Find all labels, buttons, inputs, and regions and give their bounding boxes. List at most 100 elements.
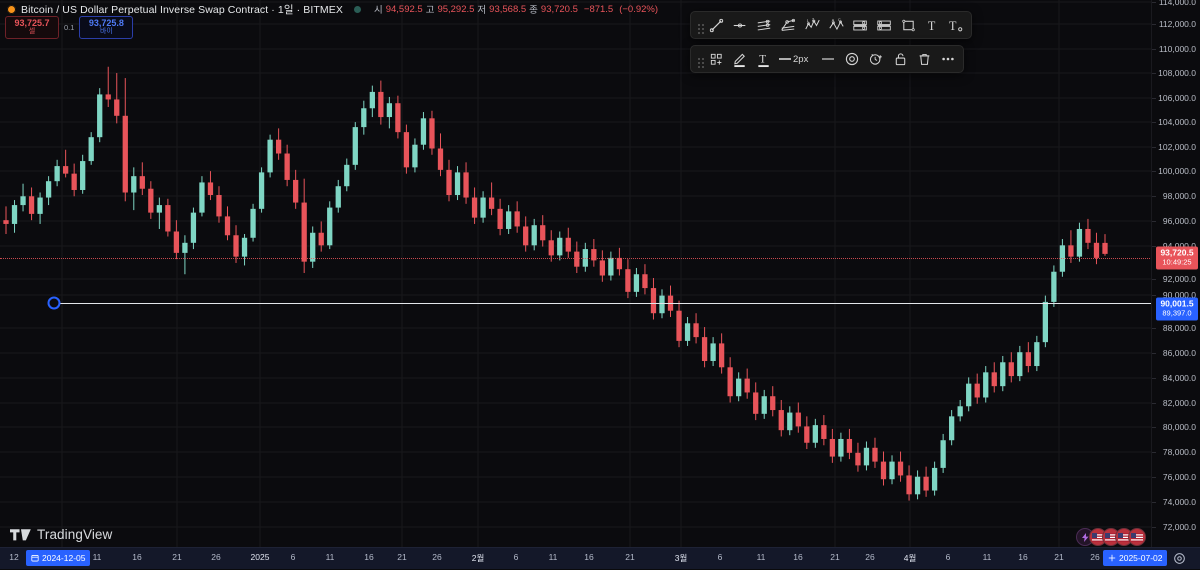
rectangle-icon[interactable] (896, 13, 920, 37)
trash-icon[interactable] (912, 47, 936, 71)
alert-clock-icon[interactable] (864, 47, 888, 71)
drag-handle-icon[interactable] (694, 13, 704, 37)
price-tick: 96,000.0 (1162, 216, 1196, 226)
chart-pane[interactable] (0, 0, 1152, 548)
chart-settings-button[interactable] (1173, 552, 1186, 570)
drag-handle-icon[interactable] (694, 47, 704, 71)
time-tick: 11 (325, 552, 335, 562)
spread-value: 0.1 (64, 22, 75, 32)
end-date-badge[interactable]: 2025-07-02 (1103, 550, 1168, 566)
end-date-label: 2025-07-02 (1119, 553, 1163, 563)
line-style-icon[interactable] (816, 47, 840, 71)
drawing-toolbar-row2[interactable]: T 2px (690, 45, 965, 73)
tradingview-logo[interactable]: TradingView (10, 527, 112, 542)
crosshair-icon (1108, 554, 1116, 562)
time-tick: 3월 (674, 553, 688, 563)
price-tick: 92,000.0 (1162, 274, 1196, 284)
time-tick: 21 (172, 552, 182, 562)
start-date-badge[interactable]: 2024-12-05 (26, 550, 91, 566)
time-tick: 26 (1090, 552, 1100, 562)
time-tick: 26 (865, 552, 875, 562)
open-key: 시 (373, 5, 383, 16)
price-tick: 88,000.0 (1162, 323, 1196, 333)
time-tick-left-edge: 12 (9, 552, 19, 562)
price-tick: 72,000.0 (1162, 522, 1196, 532)
flag-chip-4[interactable] (1128, 528, 1146, 546)
time-tick: 2월 (471, 553, 485, 563)
tradingview-logo-icon (10, 528, 31, 540)
time-tick: 21 (625, 552, 635, 562)
trend-line-icon[interactable] (704, 13, 728, 37)
short-position-icon[interactable] (872, 13, 896, 37)
cursor-price-second: 89,397.0 (1162, 308, 1192, 318)
price-axis[interactable]: 114,000.0 112,000.0 110,000.0 108,000.0 106,… (1151, 0, 1200, 548)
unlock-icon[interactable] (888, 47, 912, 71)
price-tick: 76,000.0 (1162, 472, 1196, 482)
svg-text:T: T (949, 19, 957, 33)
line-width-label: 2px (793, 53, 809, 65)
calendar-icon (31, 555, 39, 562)
bitcoin-icon (7, 4, 16, 14)
change-value: −871.5 (583, 3, 614, 15)
price-tick: 80,000.0 (1162, 422, 1196, 432)
parallel-channel-icon[interactable] (752, 13, 776, 37)
price-tick: 102,000.0 (1158, 142, 1196, 152)
pencil-color-icon[interactable] (728, 47, 752, 71)
current-price-line (0, 258, 1152, 259)
price-tick: 114,000.0 (1158, 0, 1196, 7)
chart-grid (0, 0, 1152, 548)
time-tick: 26 (211, 552, 221, 562)
time-tick: 16 (132, 552, 142, 562)
tradingview-logo-text: TradingView (37, 527, 113, 542)
time-tick: 26 (432, 552, 442, 562)
time-tick: 6 (945, 552, 951, 562)
add-template-icon[interactable] (704, 47, 728, 71)
time-tick: 6 (717, 552, 723, 562)
time-tick: 16 (364, 552, 374, 562)
time-axis[interactable]: 11 16 21 26 2025 6 11 16 21 26 2월 6 11 16 21 3월 6 11 16 21 2… (0, 547, 1200, 569)
price-tick: 108,000.0 (1158, 68, 1196, 78)
buy-price: 93,725.8 (88, 18, 124, 28)
close-key: 종 (529, 5, 538, 16)
price-tick: 84,000.0 (1162, 373, 1196, 383)
text-color-icon[interactable]: T (752, 47, 776, 71)
quote-badges: 93,725.7 셀 0.1 93,725.8 바이 (5, 16, 134, 39)
time-tick: 21 (1054, 552, 1064, 562)
horizontal-ray-icon[interactable] (728, 13, 752, 37)
time-tick: 2025 (250, 552, 270, 562)
price-tick: 86,000.0 (1162, 348, 1196, 358)
horizontal-ray-anchor[interactable] (47, 296, 61, 310)
svg-text:A: A (831, 18, 834, 22)
price-tick: 98,000.0 (1162, 191, 1196, 201)
time-tick: 6 (513, 552, 519, 562)
time-tick: 11 (756, 552, 766, 562)
cursor-price-value: 90,001.5 (1160, 298, 1194, 309)
low-key: 저 (477, 5, 487, 16)
sell-button[interactable]: 93,725.7 셀 (5, 16, 59, 39)
current-price-countdown: 10:49:25 (1162, 257, 1192, 267)
time-tick: 16 (1018, 552, 1028, 562)
price-tick: 94,000.0 (1163, 241, 1196, 251)
bottom-right-chips[interactable] (1076, 528, 1146, 546)
symbol-title[interactable]: Bitcoin / US Dollar Perpetual Inverse Sw… (21, 3, 343, 16)
line-width-icon[interactable]: 2px (776, 47, 816, 71)
current-price-label[interactable]: 93,720.5 10:49:25 (1156, 246, 1198, 270)
settings-icon[interactable] (840, 47, 864, 71)
pitchfork-icon[interactable] (776, 13, 800, 37)
cursor-price-label[interactable]: 90,001.5 89,397.0 (1156, 297, 1198, 321)
long-position-icon[interactable] (848, 13, 872, 37)
time-tick: 11 (92, 552, 102, 562)
candlestick-series[interactable] (0, 0, 1152, 548)
more-options-icon[interactable] (936, 47, 960, 71)
close-value: 93,720.5 (540, 3, 578, 15)
anchored-text-icon[interactable]: T (944, 13, 968, 37)
price-tick: 106,000.0 (1158, 93, 1196, 103)
text-icon[interactable]: T (920, 13, 944, 37)
low-value: 93,568.5 (489, 3, 527, 15)
buy-button[interactable]: 93,725.8 바이 (79, 16, 134, 39)
horizontal-ray-drawing[interactable] (54, 303, 1152, 304)
